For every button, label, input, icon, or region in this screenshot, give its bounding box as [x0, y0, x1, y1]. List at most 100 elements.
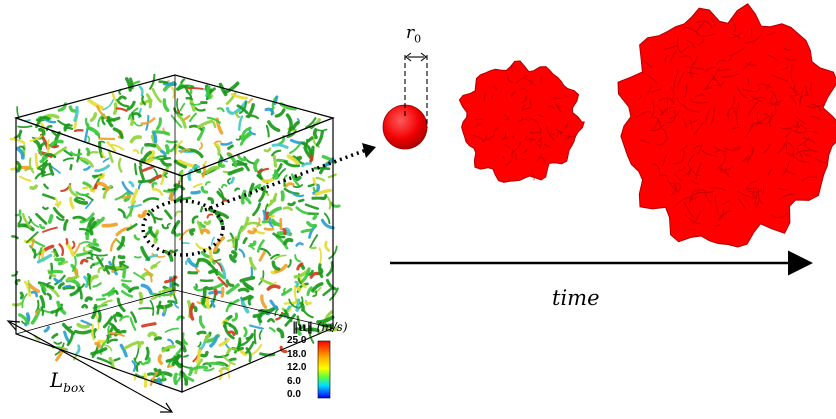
vortex-structure	[235, 111, 241, 119]
vortex-structure	[31, 248, 37, 259]
vortex-structure	[34, 153, 40, 171]
vortex-structure	[268, 206, 282, 217]
flame-wrinkle	[747, 187, 758, 190]
flame-wrinkle	[483, 91, 487, 101]
vortex-structure	[94, 164, 110, 173]
vortex-structure	[9, 137, 26, 145]
vortex-structure	[246, 221, 262, 227]
flame-wrinkle	[747, 77, 750, 86]
flame-wrinkle	[643, 72, 658, 84]
vortex-structure	[201, 164, 206, 178]
vortex-structure	[312, 213, 318, 221]
vortex-structure	[329, 287, 339, 301]
vortex-structure	[224, 337, 231, 350]
vortex-structure	[30, 290, 39, 298]
flame-wrinkle	[662, 128, 667, 138]
vortex-structure	[264, 107, 275, 115]
flame-wrinkle	[651, 88, 662, 93]
vortex-structure	[96, 356, 112, 365]
vortex-structure	[213, 143, 221, 150]
vortex-structure	[272, 154, 278, 168]
vortex-structure	[143, 372, 148, 388]
vortex-structure	[236, 160, 250, 172]
vortex-structure	[28, 157, 35, 174]
flame-wrinkle	[713, 80, 725, 87]
flame-wrinkle	[684, 26, 700, 35]
vortex-structure	[225, 279, 235, 287]
vortex-structure	[216, 214, 224, 226]
vortex-structure	[230, 93, 248, 100]
vortex-structure	[15, 209, 22, 217]
vortex-structure	[152, 131, 158, 143]
vortex-structure	[225, 283, 240, 295]
flame-wrinkle	[692, 145, 701, 150]
flame-wrinkle	[669, 97, 674, 106]
vortex-structure	[42, 226, 58, 233]
flame-wrinkle	[744, 120, 754, 138]
flame-wrinkle	[726, 106, 735, 117]
vortex-structure	[64, 126, 74, 130]
flame-kernel-mid	[458, 60, 585, 183]
vortex-structure	[46, 292, 52, 301]
flame-wrinkle	[714, 194, 717, 204]
vortex-structure	[204, 333, 210, 342]
flame-wrinkle	[779, 193, 795, 201]
vortex-structure	[80, 319, 93, 327]
vortex-structure	[101, 116, 106, 126]
vortex-structure	[78, 227, 90, 232]
vortex-structure	[309, 234, 319, 249]
vortex-structure	[102, 99, 114, 111]
flame-wrinkle	[789, 86, 799, 93]
vortex-structure	[151, 252, 166, 258]
flame-wrinkle	[517, 141, 522, 149]
vortex-structure	[103, 344, 113, 352]
vortex-structure	[189, 102, 202, 106]
vortex-structure	[79, 212, 95, 224]
flame-wrinkle	[684, 85, 687, 98]
flame-wrinkle	[749, 95, 763, 103]
flame-wrinkle	[745, 180, 759, 190]
vortex-structure	[292, 184, 304, 189]
vortex-structure	[307, 327, 315, 344]
vortex-structure	[139, 158, 144, 167]
vortex-structure	[118, 95, 127, 101]
vortex-structure	[281, 287, 293, 297]
flame-wrinkle	[521, 103, 526, 110]
vortex-structure	[261, 177, 275, 183]
flame-wrinkle	[771, 74, 789, 82]
vortex-structure	[138, 307, 154, 310]
flame-wrinkle	[718, 68, 732, 72]
vortex-structure	[174, 195, 183, 203]
vortex-structure	[68, 105, 78, 113]
vortex-structure	[212, 121, 217, 129]
vortex-structure	[176, 113, 187, 129]
flame-wrinkle	[677, 71, 685, 88]
flame-wrinkle	[548, 133, 555, 136]
vortex-structure	[161, 165, 170, 177]
vortex-structure	[69, 196, 75, 210]
vortex-structure	[75, 344, 81, 355]
vortex-structure	[132, 149, 140, 155]
vortex-structure	[243, 326, 248, 338]
vortex-structure	[169, 248, 179, 254]
vortex-structure	[39, 295, 46, 309]
vortex-structure	[109, 237, 118, 252]
vortex-structure	[117, 254, 126, 260]
vortex-structure	[326, 195, 332, 210]
flame-wrinkle	[772, 106, 777, 118]
vortex-structure	[12, 301, 23, 307]
flame-wrinkle	[767, 54, 780, 62]
vortex-structure	[199, 228, 211, 235]
vortex-structure	[69, 163, 73, 171]
vortex-structure	[37, 149, 43, 156]
flame-wrinkle	[696, 143, 704, 155]
vortex-structure	[41, 193, 57, 200]
flame-wrinkle	[555, 103, 561, 108]
flame-wrinkle	[728, 47, 746, 57]
vortex-structure	[39, 223, 46, 230]
flame-wrinkle	[694, 210, 702, 223]
vortex-structure	[207, 197, 215, 205]
vortex-structure	[209, 334, 219, 348]
vortex-structure	[300, 141, 313, 155]
vortex-structure	[42, 206, 49, 210]
